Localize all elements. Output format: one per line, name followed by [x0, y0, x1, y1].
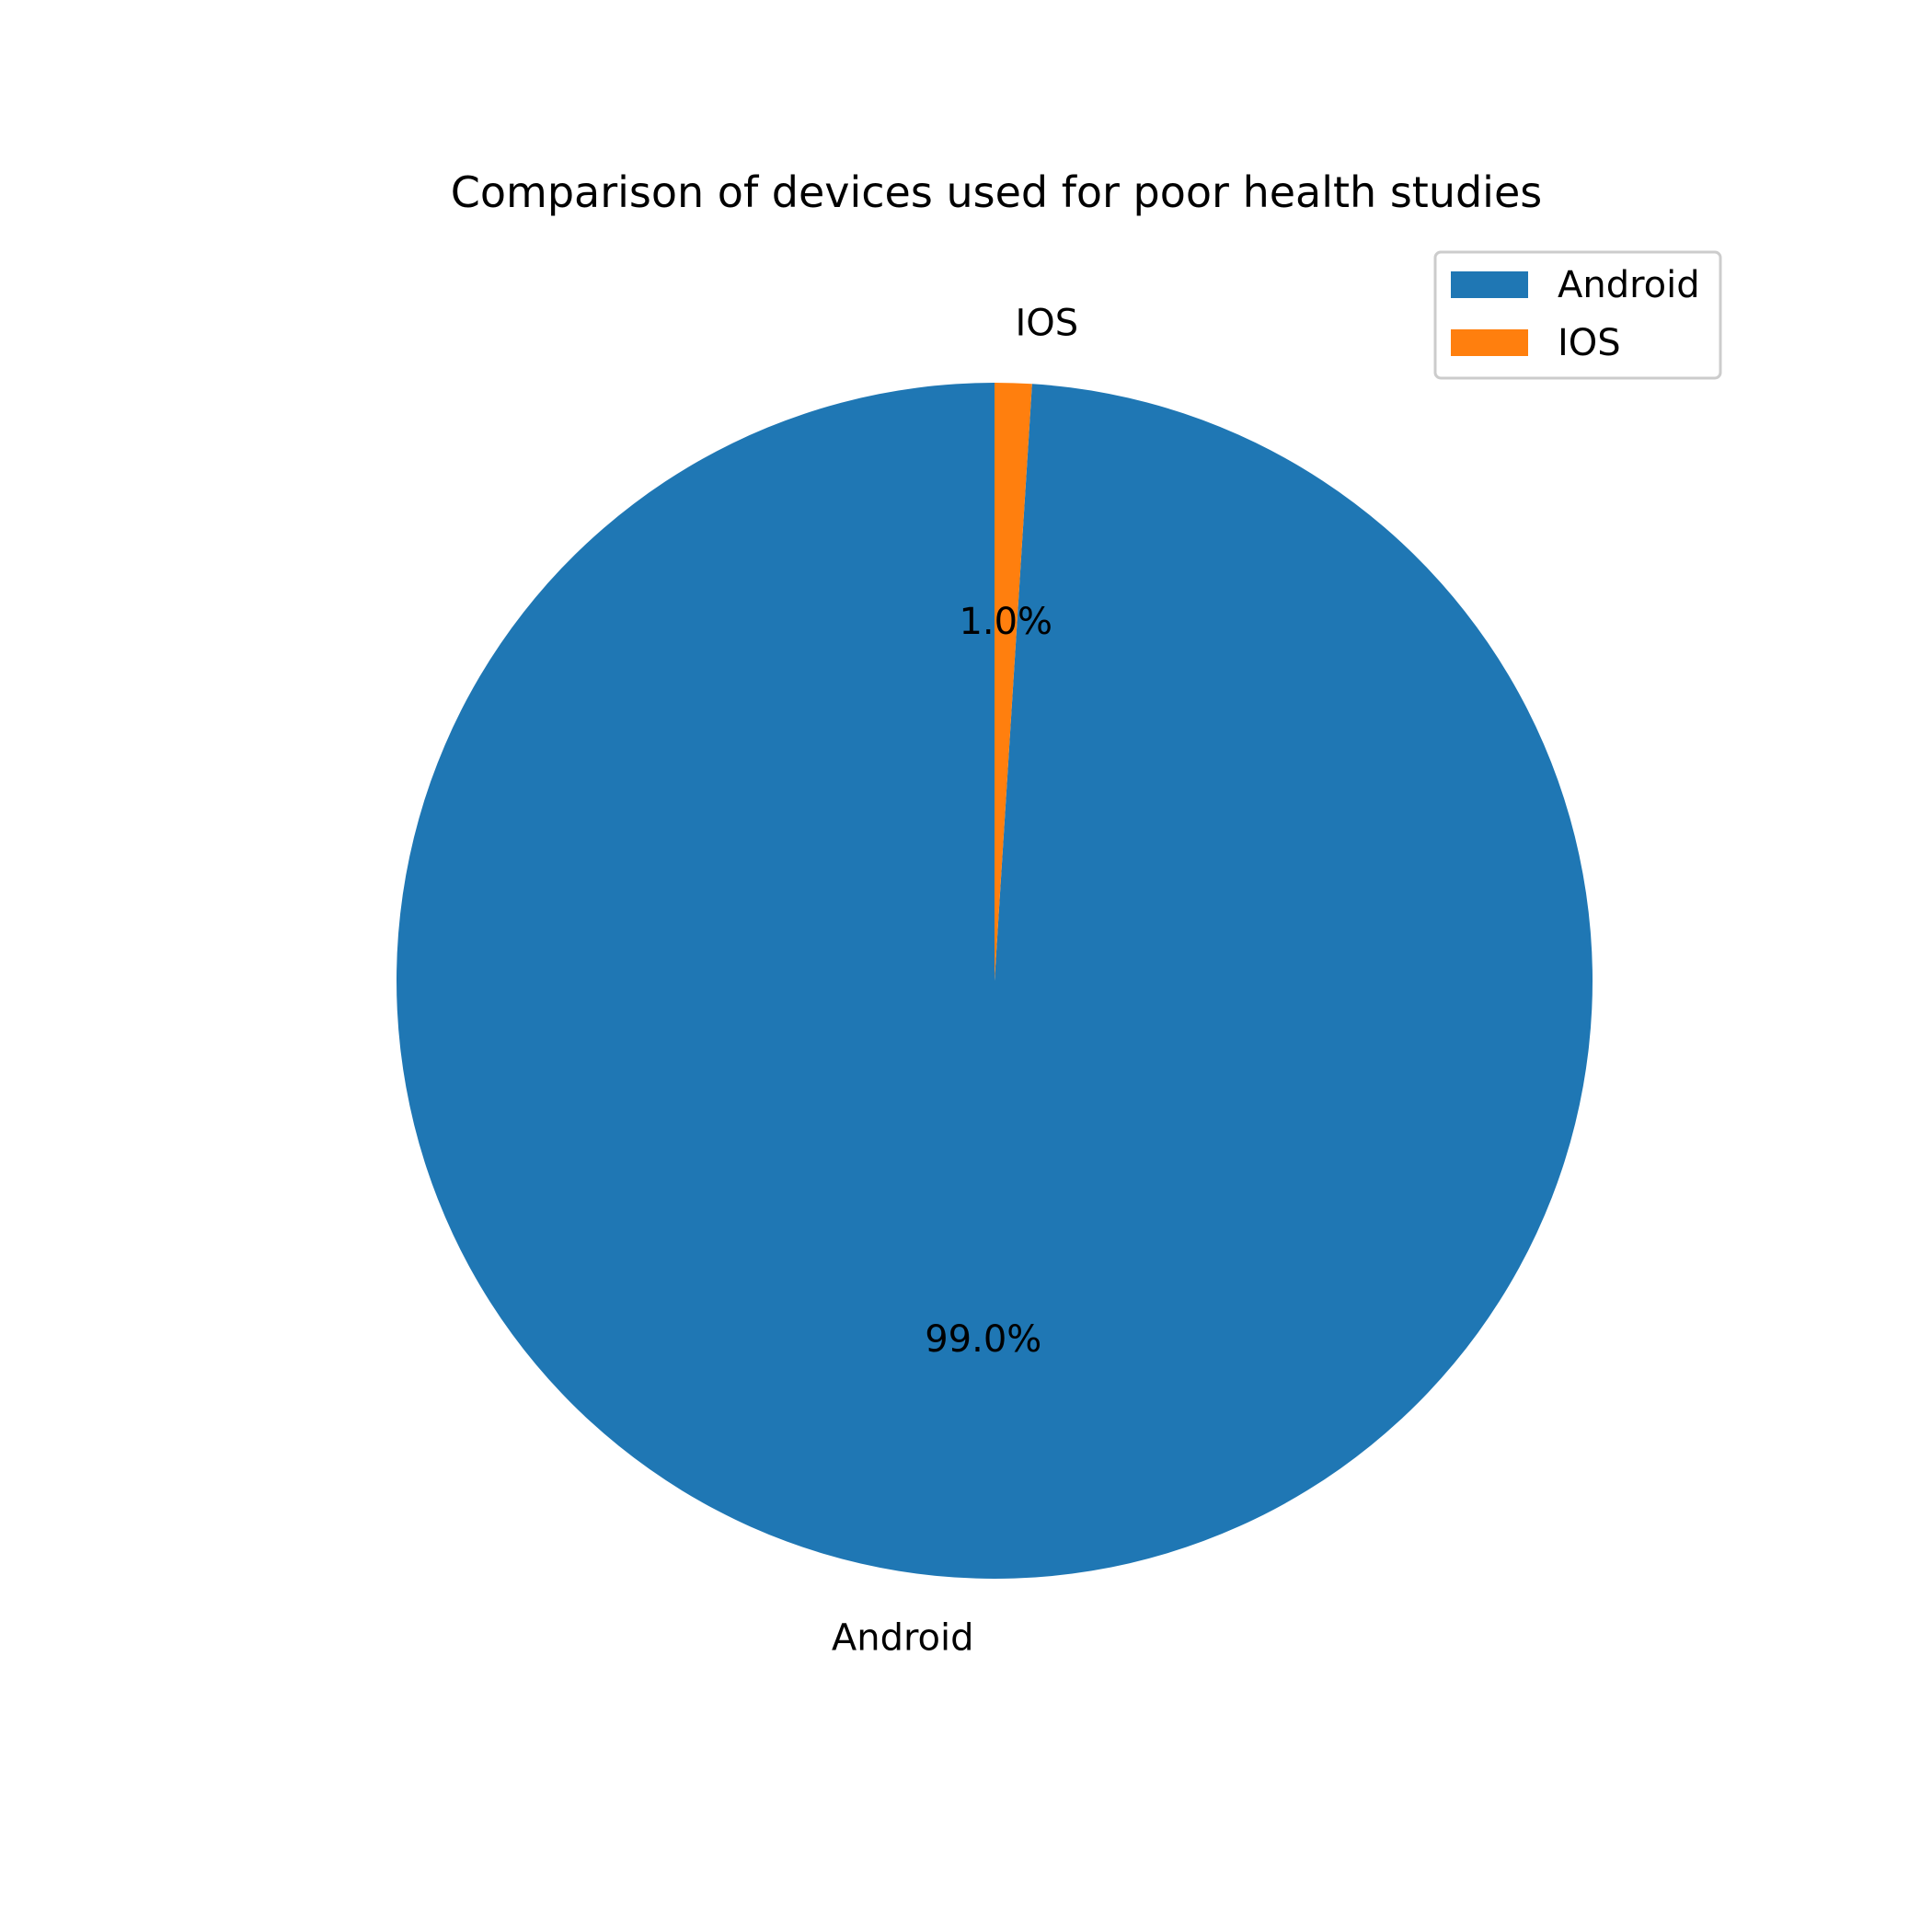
slice-label-ios: IOS — [1015, 302, 1078, 344]
legend-label-ios: IOS — [1558, 322, 1621, 364]
chart-title: Comparison of devices used for poor heal… — [451, 167, 1542, 217]
pie-labels: Android 99.0% IOS 1.0% — [832, 302, 1078, 1659]
legend-swatch-ios — [1451, 329, 1528, 356]
slice-pct-label-android: 99.0% — [925, 1318, 1041, 1361]
slice-pct-label-ios: 1.0% — [959, 601, 1052, 643]
legend-label-android: Android — [1558, 264, 1700, 306]
pie-slices — [396, 383, 1593, 1580]
legend-entries: Android IOS — [1451, 264, 1700, 364]
slice-label-android: Android — [832, 1617, 974, 1660]
legend-swatch-android — [1451, 271, 1528, 298]
pie-slice-ios — [995, 383, 1032, 981]
legend: Android IOS — [1433, 250, 1722, 380]
